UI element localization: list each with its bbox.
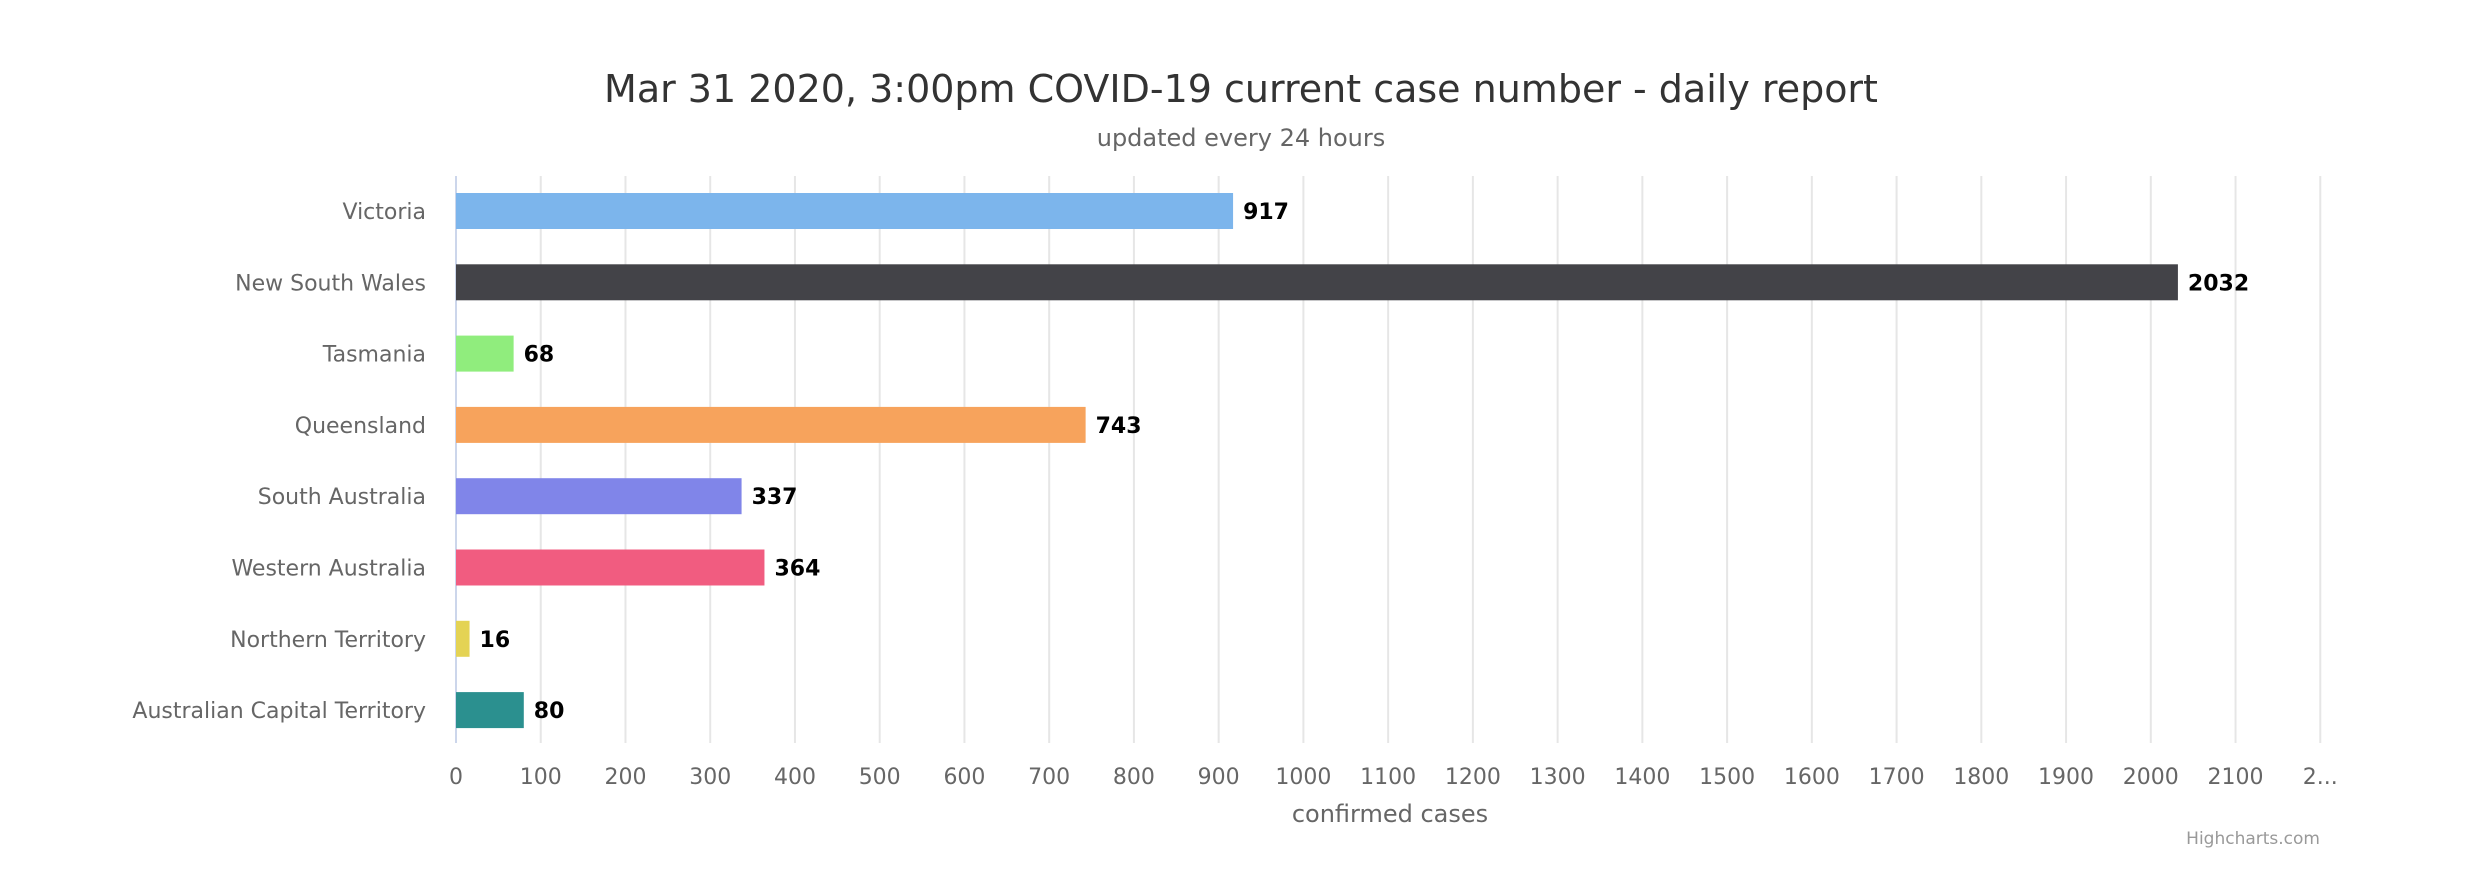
bars <box>456 193 2178 729</box>
bar[interactable] <box>456 264 2178 301</box>
bar[interactable] <box>456 193 1234 229</box>
grid-lines <box>455 176 2322 743</box>
x-tick-label: 1800 <box>1953 765 2009 790</box>
x-tick-label: 1200 <box>1445 765 1501 790</box>
x-tick-label: 100 <box>520 765 562 790</box>
x-tick-label: 200 <box>604 765 646 790</box>
x-tick-label: 1000 <box>1275 765 1331 790</box>
bar[interactable] <box>456 692 524 729</box>
chart-title: Mar 31 2020, 3:00pm COVID-19 current cas… <box>604 67 1878 111</box>
bar[interactable] <box>456 335 514 372</box>
x-tick-label: 2... <box>2303 765 2338 790</box>
chart-subtitle: updated every 24 hours <box>1097 124 1386 152</box>
data-label: 364 <box>774 557 820 582</box>
x-tick-label: 1500 <box>1699 765 1755 790</box>
data-label: 743 <box>1096 414 1142 439</box>
category-label: Australian Capital Territory <box>132 699 426 724</box>
bar[interactable] <box>456 549 765 586</box>
data-label: 68 <box>524 343 555 368</box>
x-axis-title: confirmed cases <box>1292 800 1488 828</box>
category-label: Queensland <box>295 414 426 439</box>
category-labels: Victoria New South Wales Tasmania Queenslan… <box>132 200 426 724</box>
category-label: Victoria <box>343 200 427 225</box>
x-tick-label: 2100 <box>2208 765 2264 790</box>
bar[interactable] <box>456 620 470 657</box>
credits-link[interactable]: Highcharts.com <box>2186 829 2320 849</box>
x-tick-label: 0 <box>449 765 463 790</box>
x-tick-label: 900 <box>1198 765 1240 790</box>
data-label: 16 <box>480 628 511 653</box>
x-tick-label: 700 <box>1028 765 1070 790</box>
data-label: 917 <box>1243 200 1289 225</box>
x-tick-label: 1700 <box>1869 765 1925 790</box>
bar[interactable] <box>456 406 1086 443</box>
data-labels: 917 2032 68 743 337 364 16 80 <box>480 200 2250 724</box>
x-tick-label: 1300 <box>1530 765 1586 790</box>
category-label: South Australia <box>258 485 426 510</box>
x-tick-label: 1900 <box>2038 765 2094 790</box>
x-tick-label: 300 <box>689 765 731 790</box>
tick-labels: 0 100 200 300 400 500 600 700 800 900 1000 1100 1200… <box>449 765 2338 790</box>
data-label: 337 <box>752 485 798 510</box>
x-tick-label: 1100 <box>1360 765 1416 790</box>
x-tick-label: 800 <box>1113 765 1155 790</box>
x-tick-label: 600 <box>943 765 985 790</box>
x-tick-label: 500 <box>859 765 901 790</box>
bar[interactable] <box>456 478 742 515</box>
x-tick-label: 1400 <box>1614 765 1670 790</box>
x-tick-label: 400 <box>774 765 816 790</box>
data-label: 80 <box>534 699 565 724</box>
category-label: Tasmania <box>322 343 426 368</box>
x-tick-label: 2000 <box>2123 765 2179 790</box>
category-label: Western Australia <box>231 557 426 582</box>
category-label: New South Wales <box>235 271 426 296</box>
data-label: 2032 <box>2188 271 2249 296</box>
x-tick-label: 1600 <box>1784 765 1840 790</box>
category-label: Northern Territory <box>230 628 426 653</box>
